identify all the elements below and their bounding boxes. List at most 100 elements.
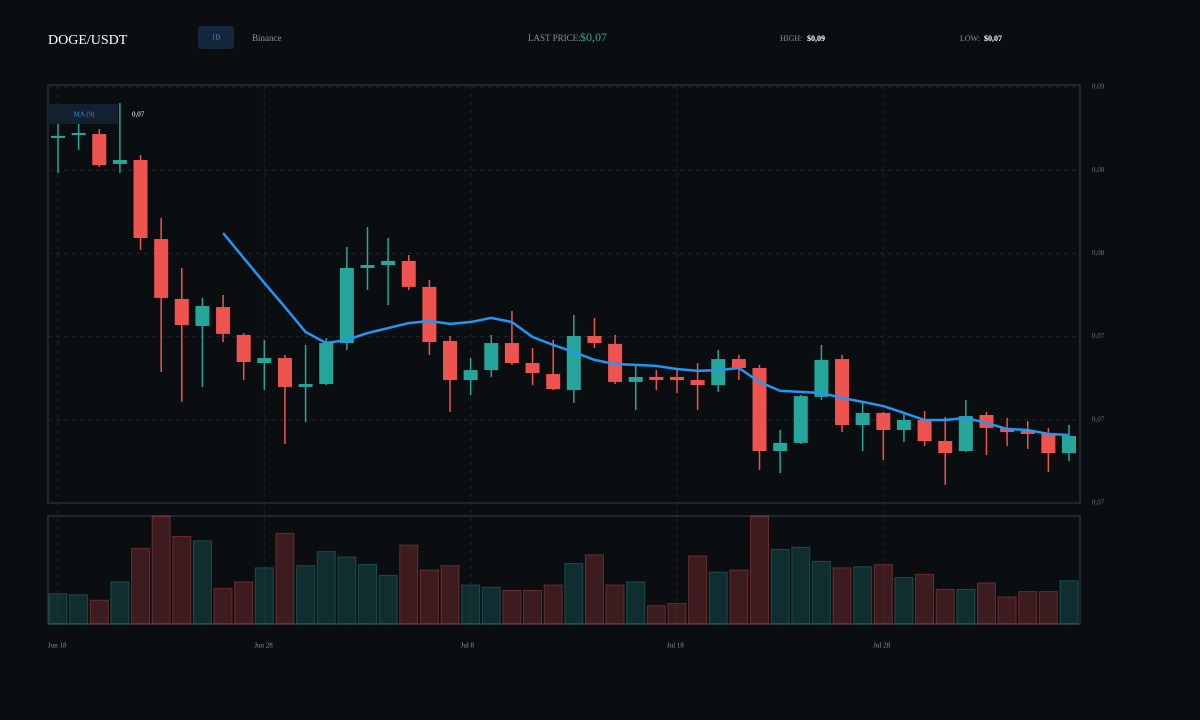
candle-body [319, 343, 334, 385]
candle-body [649, 376, 664, 381]
candle-body [566, 335, 581, 391]
volume-bar [275, 532, 295, 625]
candle-body [484, 343, 499, 371]
volume-bar [399, 544, 419, 625]
volume-bar [1059, 580, 1079, 625]
candle-body [298, 384, 313, 387]
candle-body [174, 298, 189, 325]
candle-body [876, 412, 891, 430]
volume-bar [337, 556, 357, 625]
volume-bar [481, 586, 501, 625]
candle-body [381, 260, 396, 266]
candle-body [711, 359, 726, 386]
volume-bar [832, 567, 852, 625]
x-tick-label: Jul 8 [461, 642, 475, 650]
candle-body [793, 396, 808, 443]
candle-body [1062, 436, 1076, 454]
candle-body [339, 267, 354, 344]
volume-bar [956, 588, 976, 625]
candle-body [236, 334, 251, 362]
candle-body [92, 134, 107, 165]
candle-body [525, 363, 540, 373]
candle-body [133, 160, 148, 239]
candle-body [51, 135, 65, 138]
volume-bar [254, 567, 274, 625]
volume-bar [1018, 591, 1038, 625]
y-tick-label: 0,09 [1092, 83, 1105, 91]
volume-bar [192, 540, 212, 625]
volume-bar [997, 596, 1017, 625]
candle-body [917, 420, 932, 442]
candle-body [835, 359, 850, 425]
volume-bar [564, 563, 584, 625]
volume-bar [461, 584, 481, 625]
candle-body [1020, 431, 1035, 434]
volume-bar [811, 560, 831, 625]
candle-body [896, 420, 911, 430]
candle-body [277, 358, 292, 387]
candle-body [216, 307, 231, 334]
volume-bar [234, 581, 254, 625]
candle-body [669, 376, 684, 381]
volume-bar [357, 564, 377, 625]
plot: 0,09 0,08 0,08 0,07 0,07 0,07 Jun 18 Jun 28 Jul … [48, 83, 1105, 650]
volume-bar [646, 605, 666, 625]
volume-bar [89, 599, 109, 625]
candle-body [504, 343, 519, 364]
candle-body [731, 359, 746, 369]
candle-body [401, 260, 416, 287]
y-tick-label: 0,08 [1092, 249, 1105, 257]
x-tick-label: Jul 28 [873, 642, 890, 650]
candle-body [154, 239, 169, 298]
volume-bar [213, 587, 233, 625]
candle-body [1041, 432, 1056, 454]
candle-body [958, 416, 973, 451]
candle-body [443, 340, 458, 381]
candle-body [422, 286, 437, 343]
candle-body [112, 160, 127, 164]
candle-body [814, 359, 829, 397]
x-tick-label: Jun 18 [48, 642, 67, 650]
candle-body [546, 374, 561, 390]
candle-body [690, 380, 705, 386]
volume-bar [584, 554, 604, 625]
candle-body [71, 132, 86, 136]
last-price-label: LAST PRICE: [528, 33, 581, 43]
legend-value: 0,07 [132, 111, 145, 119]
volume-bar [172, 536, 192, 625]
volume-bar [419, 569, 439, 625]
volume-bar [69, 594, 89, 625]
volume-bar [667, 602, 687, 625]
interval[interactable]: 1D [212, 34, 221, 42]
last-price: $0,07 [580, 30, 607, 44]
candle-body [628, 376, 643, 382]
candle-body [463, 370, 478, 381]
volume-bar [770, 548, 790, 625]
volume-bar [915, 573, 935, 625]
volume-bar [440, 565, 460, 625]
volume-bar [151, 515, 171, 625]
interval-button[interactable] [198, 26, 234, 49]
y-tick-label: 0,07 [1092, 332, 1105, 340]
exchange[interactable]: Binance [252, 33, 282, 43]
high-value: $0,09 [807, 34, 825, 43]
volume-bar [894, 577, 914, 625]
volume-bar [729, 569, 749, 625]
volume-bar [48, 593, 68, 625]
high-label: HIGH: [780, 34, 802, 43]
y-tick-label: 0,08 [1092, 166, 1105, 174]
volume-bar [750, 515, 770, 625]
volume-pane [47, 515, 1081, 625]
low-label: LOW: [960, 34, 980, 43]
candle-body [257, 358, 272, 364]
candle-body [195, 306, 210, 326]
candle-body [587, 335, 602, 344]
legend-box [48, 104, 118, 124]
volume-bar [626, 581, 646, 625]
volume-bar [976, 582, 996, 625]
volume-bar [523, 590, 543, 625]
volume-bar [316, 551, 336, 625]
volume-bar [873, 564, 893, 625]
volume-bar [110, 581, 130, 625]
